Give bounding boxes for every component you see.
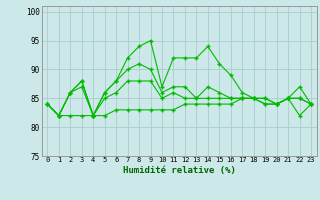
X-axis label: Humidité relative (%): Humidité relative (%) [123,166,236,175]
